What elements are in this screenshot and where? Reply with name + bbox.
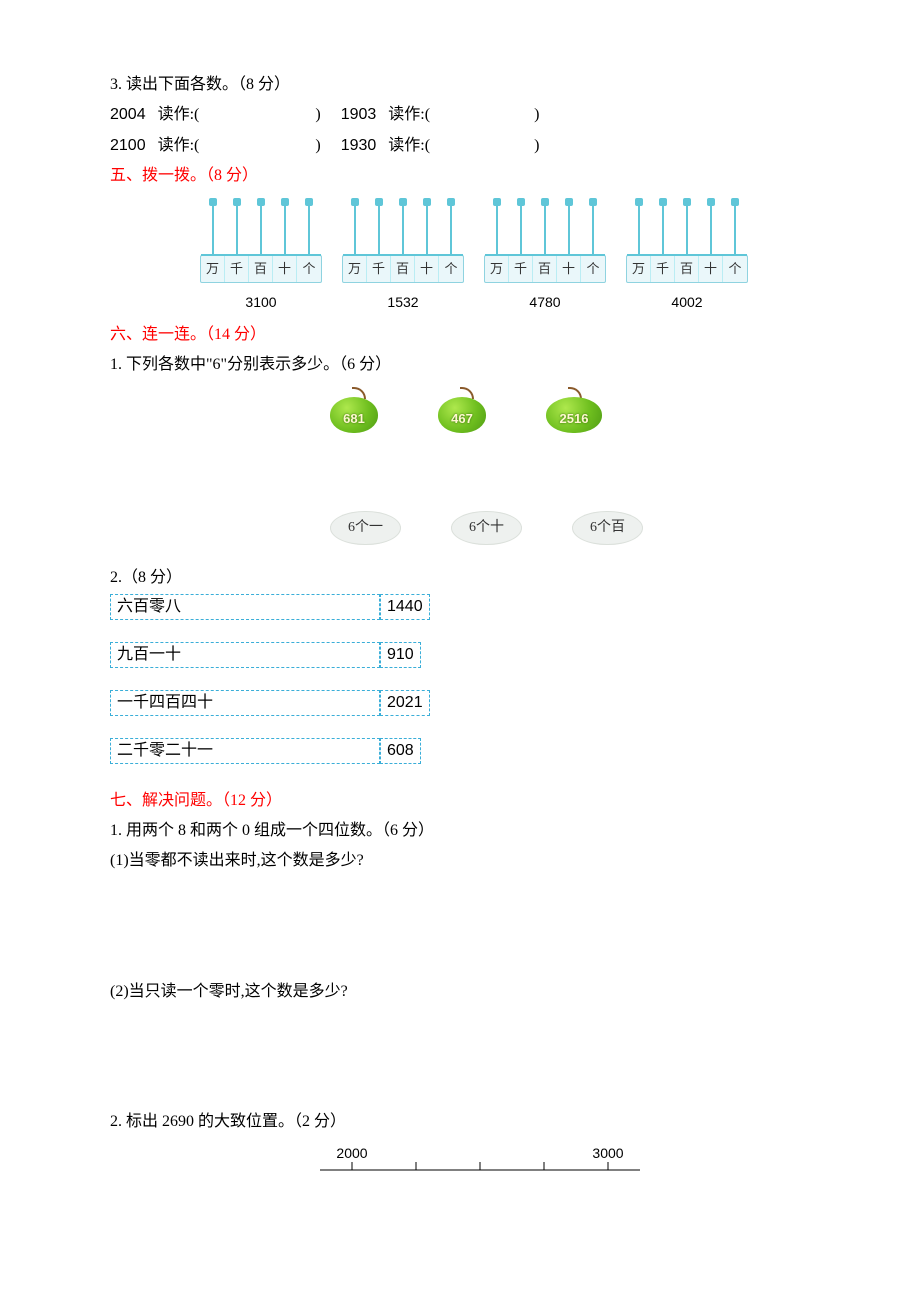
sec7-q2: 2. 标出 2690 的大致位置。（2 分） xyxy=(110,1107,810,1137)
place-label: 万 xyxy=(201,256,225,283)
num: 2004 xyxy=(110,106,146,123)
place-label: 个 xyxy=(439,256,463,283)
label: 读作:( xyxy=(158,106,200,123)
label: 读作:( xyxy=(388,106,430,123)
sec7-q1b: (2)当只读一个零时,这个数是多少? xyxy=(110,977,810,1007)
q3-row-1: 2004 读作:( ) 1903 读作:( ) xyxy=(110,100,810,130)
place-label: 个 xyxy=(581,256,605,283)
place-label: 个 xyxy=(723,256,747,283)
number-line: 2000 3000 xyxy=(310,1142,810,1182)
abacus-value: 1532 xyxy=(387,289,418,316)
close: ) xyxy=(534,137,539,154)
apple-row: 681 467 2516 xyxy=(330,389,810,433)
abacus[interactable]: 万千百十个 3100 xyxy=(200,198,322,316)
match-chinese[interactable]: 六百零八 xyxy=(110,594,380,620)
sec7-q1a: (1)当零都不读出来时,这个数是多少? xyxy=(110,846,810,876)
numline-right: 3000 xyxy=(592,1145,623,1161)
match-row: 一千四百四十2021 xyxy=(110,690,810,716)
match-number[interactable]: 2021 xyxy=(380,690,430,716)
place-label: 十 xyxy=(557,256,581,283)
label: 读作:( xyxy=(388,137,430,154)
place-label: 十 xyxy=(699,256,723,283)
num: 2100 xyxy=(110,137,146,154)
answer-space[interactable] xyxy=(110,1007,810,1107)
apple-number: 681 xyxy=(330,407,378,432)
sec7-head: 七、解决问题。（12 分） xyxy=(110,786,810,816)
match-row: 二千零二十一608 xyxy=(110,738,810,764)
blank[interactable] xyxy=(199,137,315,154)
match-number[interactable]: 1440 xyxy=(380,594,430,620)
q3-row-2: 2100 读作:( ) 1930 读作:( ) xyxy=(110,131,810,161)
apple-number: 467 xyxy=(438,407,486,432)
place-label: 万 xyxy=(627,256,651,283)
abacus[interactable]: 万千百十个 1532 xyxy=(342,198,464,316)
blank[interactable] xyxy=(430,106,534,123)
blank[interactable] xyxy=(199,106,315,123)
apple[interactable]: 467 xyxy=(438,389,486,433)
match-chinese[interactable]: 二千零二十一 xyxy=(110,738,380,764)
place-label: 百 xyxy=(675,256,699,283)
answer-space[interactable] xyxy=(110,877,810,977)
close: ) xyxy=(534,106,539,123)
match-area: 六百零八1440九百一十910一千四百四十2021二千零二十一608 xyxy=(110,594,810,764)
value-badge[interactable]: 6个十 xyxy=(451,511,522,546)
close: ) xyxy=(315,137,320,154)
match-chinese[interactable]: 九百一十 xyxy=(110,642,380,668)
value-badge[interactable]: 6个一 xyxy=(330,511,401,546)
abacus-value: 3100 xyxy=(245,289,276,316)
abacus-value: 4780 xyxy=(529,289,560,316)
place-label: 百 xyxy=(533,256,557,283)
match-row: 六百零八1440 xyxy=(110,594,810,620)
place-label: 千 xyxy=(367,256,391,283)
abacus[interactable]: 万千百十个 4780 xyxy=(484,198,606,316)
sec6-head: 六、连一连。（14 分） xyxy=(110,320,810,350)
match-row: 九百一十910 xyxy=(110,642,810,668)
label: 读作:( xyxy=(158,137,200,154)
abacus[interactable]: 万千百十个 4002 xyxy=(626,198,748,316)
match-number[interactable]: 910 xyxy=(380,642,421,668)
sec6-q2: 2.（8 分） xyxy=(110,563,810,593)
blank[interactable] xyxy=(430,137,534,154)
badge-row: 6个一 6个十 6个百 xyxy=(330,511,810,546)
match-number[interactable]: 608 xyxy=(380,738,421,764)
place-label: 千 xyxy=(651,256,675,283)
apple-number: 2516 xyxy=(546,407,602,432)
num: 1903 xyxy=(341,106,377,123)
apple[interactable]: 2516 xyxy=(546,389,602,433)
place-label: 千 xyxy=(225,256,249,283)
place-label: 万 xyxy=(485,256,509,283)
place-label: 百 xyxy=(249,256,273,283)
place-label: 万 xyxy=(343,256,367,283)
place-label: 十 xyxy=(415,256,439,283)
place-label: 个 xyxy=(297,256,321,283)
place-label: 百 xyxy=(391,256,415,283)
sec6-q1: 1. 下列各数中"6"分别表示多少。（6 分） xyxy=(110,350,810,380)
apple[interactable]: 681 xyxy=(330,389,378,433)
abacus-value: 4002 xyxy=(671,289,702,316)
place-label: 千 xyxy=(509,256,533,283)
match-chinese[interactable]: 一千四百四十 xyxy=(110,690,380,716)
sec7-q1: 1. 用两个 8 和两个 0 组成一个四位数。（6 分） xyxy=(110,816,810,846)
sec5-head: 五、拨一拨。（8 分） xyxy=(110,161,810,191)
value-badge[interactable]: 6个百 xyxy=(572,511,643,546)
numline-left: 2000 xyxy=(336,1145,367,1161)
num: 1930 xyxy=(341,137,377,154)
close: ) xyxy=(315,106,320,123)
place-label: 十 xyxy=(273,256,297,283)
abacus-group: 万千百十个3100万千百十个1532万千百十个4780万千百十个4002 xyxy=(200,198,810,316)
q3-title: 3. 读出下面各数。（8 分） xyxy=(110,70,810,100)
